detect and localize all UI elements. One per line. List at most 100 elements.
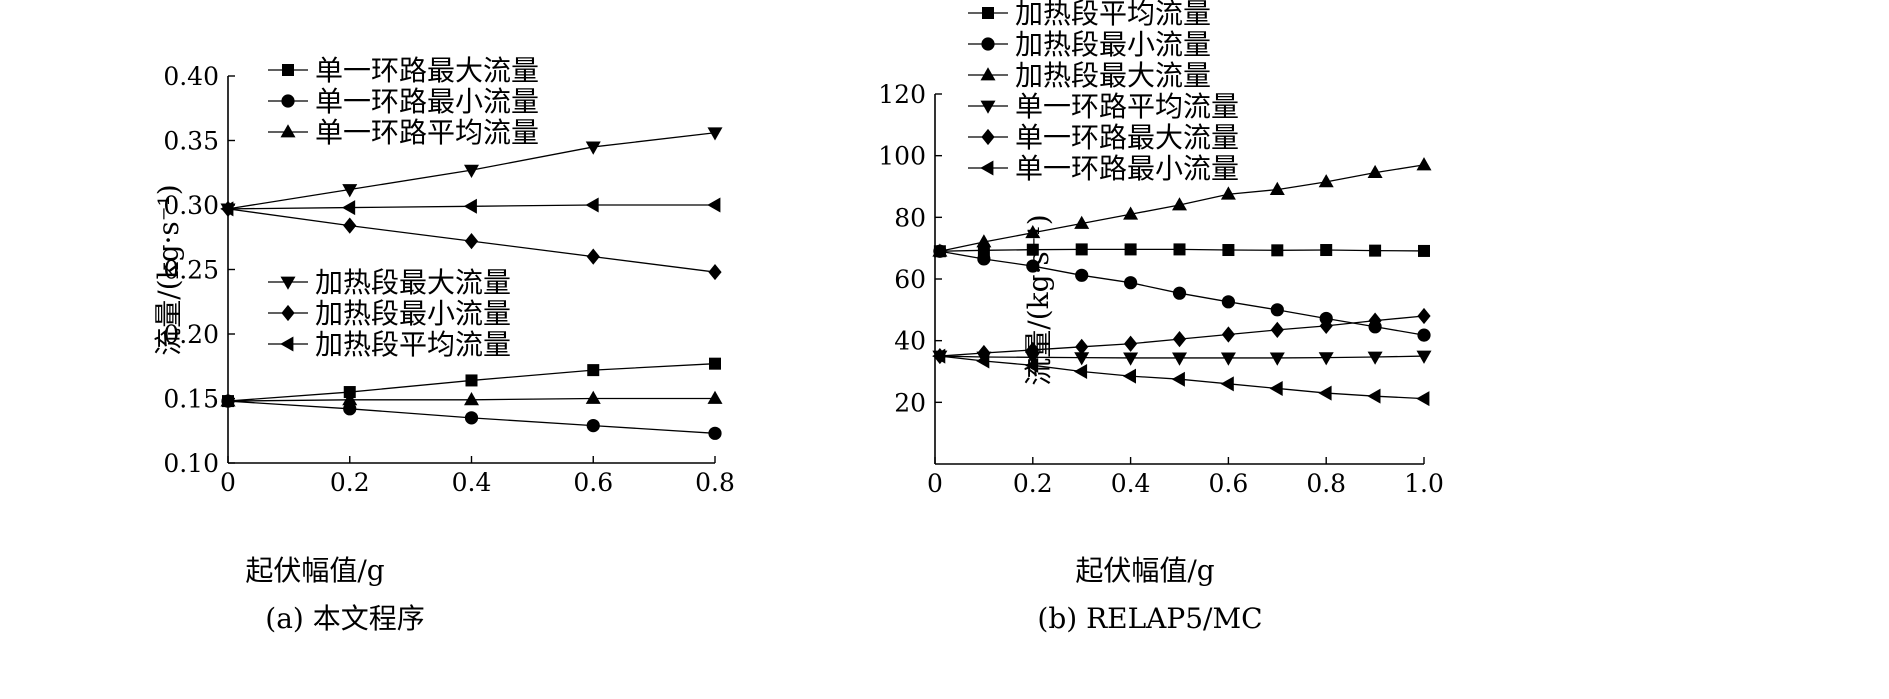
chart-b-y-tick-label: 40	[894, 327, 926, 356]
chart-b-legend-label: 加热段最小流量	[1015, 28, 1211, 61]
chart-b-series-5-point	[1122, 368, 1136, 384]
chart-b-x-tick-label: 0.8	[1306, 469, 1346, 498]
chart-b-series-1-point	[1172, 286, 1187, 300]
chart-b-caption: (b) RELAP5/MC	[1037, 602, 1262, 635]
chart-b-legend-label: 单一环路最大流量	[1015, 121, 1239, 154]
chart-a-x-tick-label: 0.4	[452, 468, 492, 497]
chart-a-series-5-point	[585, 197, 599, 213]
chart-b-legend-0: 加热段平均流量加热段最小流量加热段最大流量单一环路平均流量单一环路最大流量单一环…	[968, 0, 1239, 185]
chart-b-ylabel: 流量/(kg·s⁻¹)	[1022, 214, 1055, 385]
chart-a-legend-marker	[281, 94, 295, 108]
chart-b-series-5-point	[1318, 385, 1332, 401]
chart-b-series-5-point	[1367, 388, 1381, 404]
chart-b-series-5-point	[1025, 357, 1039, 373]
chart-a-plot: 0 0.2 0.4 0.6 0.8 0.10 0.15 0.20 0.25 0.30 0.35 0.4…	[163, 54, 735, 497]
chart-b-legend-marker	[981, 37, 995, 51]
chart-b-series-0-point	[1271, 244, 1284, 257]
chart-a-ylabel: 流量/(kg·s⁻¹)	[152, 184, 185, 355]
chart-a-caption: (a) 本文程序	[265, 602, 424, 635]
chart-a-series-2-point	[342, 391, 358, 406]
chart-a-legend-label: 加热段最小流量	[315, 297, 511, 330]
chart-b-series-5-point	[1220, 376, 1234, 392]
chart-a-series-1-point	[464, 411, 479, 425]
chart-b-series-3-point	[1416, 350, 1432, 364]
chart-a-legend-marker	[282, 64, 294, 76]
chart-b-legend-marker	[980, 67, 996, 81]
chart-b-y-tick-label: 80	[894, 203, 926, 232]
chart-b-series-0-point	[1124, 243, 1137, 256]
chart-b-series-0	[933, 243, 1430, 258]
chart-b-series-2-point	[932, 243, 948, 257]
chart-b-series-1	[933, 244, 1431, 342]
chart-a-series-2-point	[464, 391, 479, 406]
chart-a-y-tick-label: 0.15	[163, 385, 219, 414]
chart-a-xlabel: 起伏幅值/g	[245, 554, 384, 587]
chart-b-series-3-point	[1269, 352, 1285, 366]
chart-a-series-1-point	[343, 402, 357, 416]
chart-b-series-2-point	[1367, 164, 1383, 179]
chart-a-y-tick-label: 0.20	[163, 320, 219, 349]
chart-a-x-tick-label: 0	[220, 468, 236, 497]
chart-a-series-5	[220, 197, 721, 217]
chart-a-series-4	[221, 200, 722, 281]
chart-b-y-tick-label: 120	[878, 80, 926, 109]
chart-a-legend-label: 单一环路平均流量	[315, 116, 539, 149]
chart-a-legend-marker	[280, 336, 294, 352]
chart-a-x-tick-label: 0.6	[573, 468, 613, 497]
chart-a-series-3-point	[707, 127, 723, 141]
chart-a-series-2	[220, 390, 723, 407]
chart-b-series-0-point	[1418, 244, 1430, 257]
chart-b-series-2	[932, 157, 1432, 257]
chart-a-x-tick-label: 0.2	[330, 468, 370, 497]
chart-b-series-4-point	[1026, 341, 1040, 359]
chart-b-series-3-point	[1172, 352, 1187, 366]
chart-b-series-0-point	[1075, 243, 1088, 256]
chart-a-series-5-point	[707, 197, 721, 213]
chart-b-xlabel: 起伏幅值/g	[1075, 554, 1214, 587]
chart-b-legend-label: 单一环路平均流量	[1015, 90, 1239, 123]
chart-b-legend-marker	[980, 160, 994, 176]
chart-b-y-tick-label: 60	[894, 265, 926, 294]
chart-b-x-tick-label: 0.6	[1209, 469, 1249, 498]
chart-b-series-0-point	[1173, 243, 1186, 256]
chart-b-legend-label: 加热段平均流量	[1015, 0, 1211, 30]
chart-b-series-5-point	[932, 348, 946, 364]
chart-b-series-4-point	[1075, 338, 1089, 355]
chart-b-series-5-point	[1269, 380, 1283, 396]
chart-b-series-2-point	[1123, 206, 1139, 220]
chart-b-series-1-point	[977, 252, 991, 266]
chart-a-series-0-point	[587, 364, 600, 377]
chart-b-series-1-point	[1026, 259, 1040, 273]
chart-b-series-2-point	[976, 234, 992, 248]
chart-b-x-tick-label: 0.4	[1111, 469, 1151, 498]
chart-b-series-2-point	[1318, 174, 1334, 188]
chart-b-series-4-point	[1368, 312, 1382, 329]
chart-b-series-0-point	[1369, 244, 1382, 257]
chart-a-series-2-point	[585, 390, 601, 404]
chart-a-x-tick-label: 0.8	[695, 468, 735, 497]
chart-b-series-5	[932, 348, 1430, 407]
chart-a-series-4-point	[343, 217, 357, 234]
chart-b-series-3-point	[1025, 351, 1041, 366]
chart-a-series-1-point	[708, 426, 722, 440]
chart-a-y-tick-label: 0.35	[163, 127, 219, 156]
chart-b-series-4-point	[1172, 331, 1187, 348]
chart-a-series-5-point	[463, 198, 477, 214]
chart-b-series-5-point	[1416, 391, 1430, 407]
chart-b: 0 0.2 0.4 0.6 0.8 1.0 20 40 60 80 100 120 加热段平均流量加热段…	[878, 0, 1444, 635]
chart-b-series-0-point	[1320, 244, 1333, 257]
chart-b-series-4-point	[1319, 317, 1333, 334]
chart-b-series-3-point	[1074, 352, 1090, 366]
chart-a-legend-label: 单一环路最大流量	[315, 54, 539, 87]
chart-b-y-tick-label: 100	[878, 142, 926, 171]
chart-b-legend-marker	[982, 7, 994, 19]
chart-b-series-2-point	[1172, 197, 1187, 211]
chart-b-series-4-point	[1270, 321, 1284, 338]
chart-b-legend-marker	[981, 128, 995, 146]
chart-a-series-0-point	[709, 357, 721, 370]
chart-a-series-3-point	[585, 141, 601, 155]
chart-a-series-0-point	[465, 374, 478, 387]
chart-b-series-3-point	[1367, 351, 1383, 365]
